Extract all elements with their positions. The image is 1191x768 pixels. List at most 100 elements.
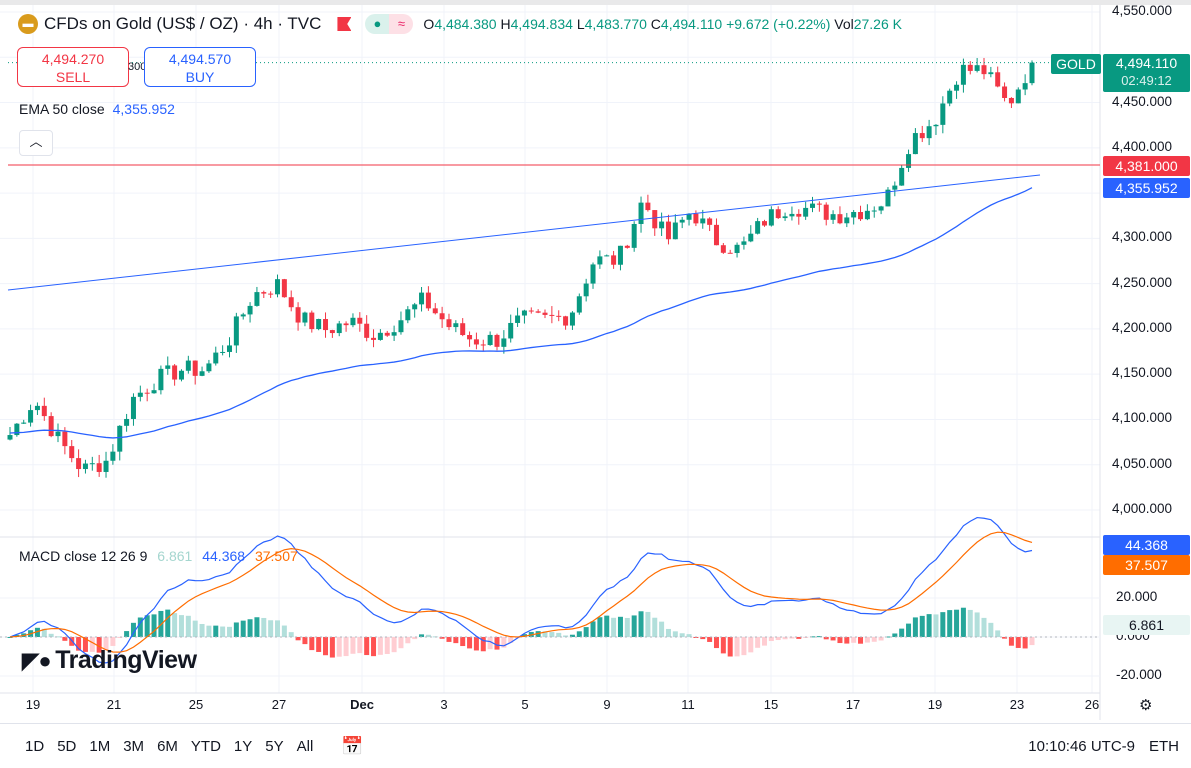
candle (268, 291, 274, 298)
candle (220, 345, 226, 356)
candle (281, 278, 287, 298)
candle (720, 242, 726, 254)
range-3m[interactable]: 3M (123, 737, 145, 755)
ema-legend[interactable]: EMA 50 close 4,355.952 (19, 101, 175, 117)
candle (803, 201, 809, 220)
candle (21, 419, 27, 424)
macd-line[interactable] (9, 516, 1033, 664)
macd-histogram-bar (679, 633, 685, 637)
macd-legend[interactable]: MACD close 12 26 9 6.861 44.368 37.507 (19, 548, 298, 564)
symbol-title[interactable]: CFDs on Gold (US$ / OZ) · 4h · TVC (44, 14, 322, 33)
session-button[interactable]: ETH (1149, 737, 1179, 755)
candle (329, 329, 335, 338)
time-axis-label: 21 (106, 697, 122, 712)
macd-histogram-bar (563, 635, 569, 637)
market-status[interactable]: ● ≈ (365, 14, 414, 34)
macd-histogram-bar (974, 612, 980, 637)
macd-histogram-bar (665, 628, 671, 637)
candle (151, 383, 157, 394)
macd-histogram-bar (302, 637, 308, 645)
candle (515, 307, 521, 327)
macd-histogram-bar (268, 620, 274, 637)
candle (55, 423, 61, 443)
candle (124, 413, 130, 432)
range-1y[interactable]: 1Y (233, 737, 253, 755)
candle (117, 425, 123, 461)
macd-histogram-bar (508, 637, 514, 643)
macd-histogram-bar (192, 620, 198, 637)
candle (316, 318, 322, 331)
range-5d[interactable]: 5D (57, 737, 77, 755)
candle (412, 302, 418, 318)
clock-timezone[interactable]: 10:10:46 UTC-9 (1028, 737, 1135, 755)
candle (323, 312, 329, 338)
range-all[interactable]: All (296, 737, 314, 755)
macd-axis-label: 20.000 (1116, 589, 1158, 604)
macd-histogram-bar (761, 637, 767, 646)
macd-histogram-bar (130, 622, 136, 637)
macd-histogram-bar (261, 617, 267, 637)
macd-histogram-bar (178, 615, 184, 637)
macd-histogram-bar (124, 631, 130, 637)
candle (28, 404, 34, 427)
macd-histogram-bar (165, 609, 171, 637)
candle (521, 309, 527, 324)
settings-gear-icon[interactable]: ⚙ (1139, 697, 1153, 714)
candle (768, 206, 774, 227)
macd-histogram-bar (364, 637, 370, 656)
macd-histogram-bar (1022, 637, 1028, 649)
macd-histogram-bar (460, 637, 466, 647)
range-5y[interactable]: 5Y (265, 737, 284, 755)
macd-histogram-bar (789, 637, 795, 639)
candle (41, 397, 47, 421)
buy-button[interactable]: 4,494.570 BUY (144, 47, 256, 87)
macd-histogram-bar (336, 637, 342, 657)
change-value: +9.672 (+0.22%) (726, 16, 831, 32)
tradingview-logo[interactable]: ◤● TradingView (22, 646, 197, 674)
macd-histogram-bar (823, 637, 829, 640)
candle (926, 119, 932, 146)
price-axis-label: 4,100.000 (1112, 410, 1173, 426)
candle (796, 209, 802, 225)
candle (823, 202, 829, 226)
range-ytd[interactable]: YTD (190, 737, 221, 755)
candle (391, 325, 397, 341)
macd-histogram-bar (556, 632, 562, 637)
range-1m[interactable]: 1M (89, 737, 111, 755)
macd-histogram-bar (885, 636, 891, 638)
flag-icon[interactable] (337, 17, 352, 31)
trend-line[interactable] (7, 174, 1041, 291)
macd-histogram-bar (48, 633, 54, 637)
candle (473, 332, 479, 350)
signal-line[interactable] (9, 531, 1033, 653)
macd-histogram-bar (947, 610, 953, 637)
price-axis-label: 4,000.000 (1112, 501, 1173, 516)
sell-button[interactable]: 4,494.270 SELL (17, 47, 129, 87)
macd-histogram-bar (494, 637, 500, 650)
macd-histogram-bar (240, 620, 246, 637)
time-axis-label: 19 (927, 697, 943, 712)
candle (343, 321, 349, 332)
macd-histogram-bar (206, 625, 212, 637)
macd-histogram-bar (652, 617, 658, 637)
candle (1002, 82, 1008, 102)
macd-histogram-bar (624, 617, 630, 637)
macd-histogram-bar (247, 619, 253, 637)
range-1d[interactable]: 1D (25, 737, 45, 755)
macd-histogram-bar (576, 631, 582, 637)
chart-canvas[interactable] (0, 0, 1191, 722)
candle (103, 451, 109, 478)
candle (377, 329, 383, 341)
calendar-icon[interactable]: 📅 (341, 735, 364, 756)
candle (576, 293, 582, 315)
candle (144, 388, 150, 402)
range-6m[interactable]: 6M (157, 737, 178, 755)
candle (810, 196, 816, 213)
collapse-legend-button[interactable]: ︿ (19, 130, 53, 156)
macd-histogram-bar (103, 637, 109, 651)
candle (199, 366, 205, 377)
price-axis-label: 4,400.000 (1112, 138, 1173, 154)
ema-line[interactable] (9, 187, 1033, 439)
macd-histogram-bar (254, 617, 260, 637)
macd-histogram-bar (830, 637, 836, 641)
